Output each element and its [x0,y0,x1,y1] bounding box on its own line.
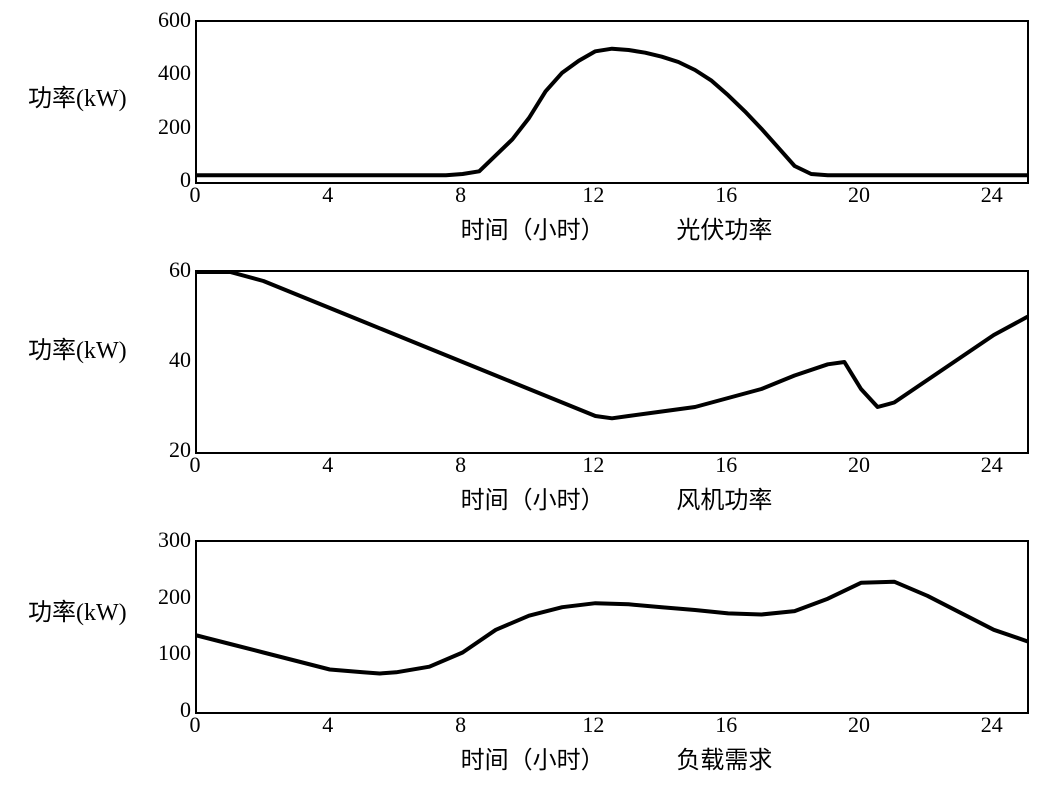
panel-wind: 功率(kW)20406004812162024时间（小时）风机功率 [20,270,1025,540]
xtick: 20 [848,712,870,738]
plot-area [195,20,1029,184]
panel-load: 功率(kW)010020030004812162024时间（小时）负载需求 [20,540,1025,800]
figure: 功率(kW)020040060004812162024时间（小时）光伏功率功率(… [20,20,1028,780]
series-label: 光伏功率 [676,210,772,245]
ylabel: 功率(kW) [28,78,127,113]
ylabel: 功率(kW) [28,592,127,627]
ytick: 20 [136,437,191,463]
xtick: 4 [322,452,333,478]
xtick: 12 [582,452,604,478]
xtick: 16 [715,182,737,208]
xtick: 0 [190,182,201,208]
xlabel: 时间（小时） [461,740,605,775]
ytick: 600 [136,7,191,33]
xtick: 20 [848,452,870,478]
xtick: 20 [848,182,870,208]
series-svg [197,22,1027,182]
xtick: 16 [715,712,737,738]
ytick: 300 [136,527,191,553]
panel-pv: 功率(kW)020040060004812162024时间（小时）光伏功率 [20,20,1025,270]
ytick: 40 [136,347,191,373]
xtick: 8 [455,712,466,738]
xlabel: 时间（小时） [461,480,605,515]
xtick: 24 [981,452,1003,478]
xlabel: 时间（小时） [461,210,605,245]
xtick: 24 [981,712,1003,738]
ytick: 60 [136,257,191,283]
series-line [197,272,1027,418]
xtick: 8 [455,182,466,208]
plot-area [195,540,1029,714]
series-svg [197,272,1027,452]
xtick: 0 [190,452,201,478]
series-svg [197,542,1027,712]
ytick: 400 [136,60,191,86]
series-line [197,49,1027,176]
ytick: 200 [136,584,191,610]
xtick: 8 [455,452,466,478]
ytick: 100 [136,640,191,666]
xtick: 4 [322,712,333,738]
plot-area [195,270,1029,454]
ytick: 200 [136,114,191,140]
series-label: 风机功率 [676,480,772,515]
ytick: 0 [136,697,191,723]
xtick: 12 [582,712,604,738]
ylabel: 功率(kW) [28,330,127,365]
xtick: 4 [322,182,333,208]
xtick: 16 [715,452,737,478]
series-label: 负载需求 [676,740,772,775]
series-line [197,582,1027,674]
xtick: 24 [981,182,1003,208]
xtick: 0 [190,712,201,738]
xtick: 12 [582,182,604,208]
ytick: 0 [136,167,191,193]
